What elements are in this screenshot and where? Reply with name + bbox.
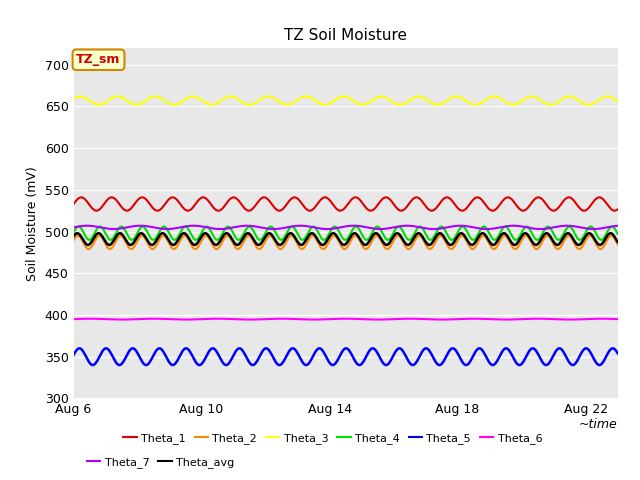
Y-axis label: Soil Moisture (mV): Soil Moisture (mV) bbox=[26, 166, 39, 281]
Legend: Theta_7, Theta_avg: Theta_7, Theta_avg bbox=[83, 452, 239, 472]
Text: TZ_sm: TZ_sm bbox=[76, 53, 121, 66]
Text: ~time: ~time bbox=[579, 418, 618, 431]
Title: TZ Soil Moisture: TZ Soil Moisture bbox=[284, 28, 407, 43]
Legend: Theta_1, Theta_2, Theta_3, Theta_4, Theta_5, Theta_6: Theta_1, Theta_2, Theta_3, Theta_4, Thet… bbox=[119, 428, 547, 448]
